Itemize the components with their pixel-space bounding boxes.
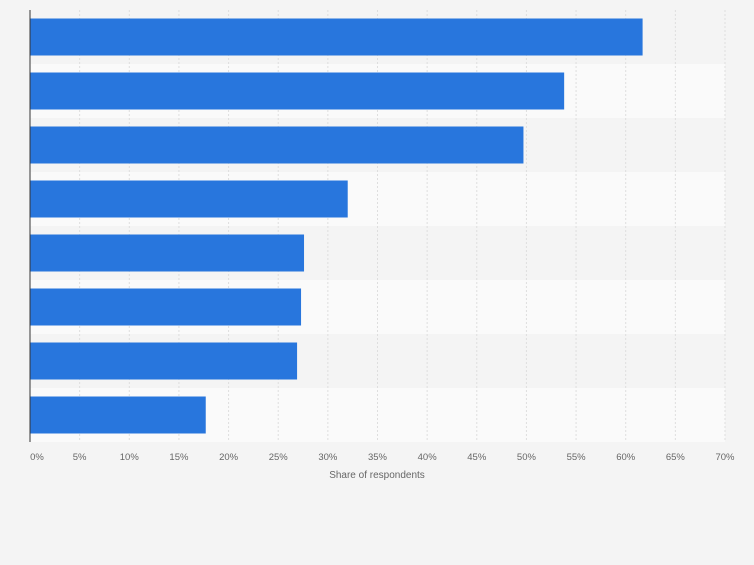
x-tick-label: 0% bbox=[30, 452, 44, 463]
x-tick-label: 50% bbox=[517, 452, 537, 463]
x-tick-label: 35% bbox=[368, 452, 388, 463]
x-tick-label: 20% bbox=[219, 452, 239, 463]
x-axis-label: Share of respondents bbox=[329, 470, 425, 481]
x-tick-label: 60% bbox=[616, 452, 636, 463]
x-tick-label: 5% bbox=[73, 452, 87, 463]
bar bbox=[30, 180, 348, 218]
bar bbox=[30, 396, 206, 434]
x-tick-label: 40% bbox=[418, 452, 438, 463]
bar bbox=[30, 18, 643, 56]
bars bbox=[30, 18, 643, 434]
bar bbox=[30, 288, 302, 326]
x-tick-label: 70% bbox=[715, 452, 735, 463]
bar bbox=[30, 342, 298, 380]
x-tick-label: 10% bbox=[120, 452, 140, 463]
x-tick-label: 30% bbox=[318, 452, 338, 463]
x-tick-label: 45% bbox=[467, 452, 487, 463]
x-axis-tick-labels: 0% 5% 10% 15% 20% 25% 30% 35% 40% 45% 50% 55% 60% 65%… bbox=[30, 452, 735, 463]
x-tick-label: 65% bbox=[666, 452, 686, 463]
x-tick-label: 55% bbox=[567, 452, 587, 463]
bar bbox=[30, 234, 305, 272]
bar bbox=[30, 126, 524, 164]
x-tick-label: 15% bbox=[169, 452, 189, 463]
x-tick-label: 25% bbox=[269, 452, 289, 463]
bar bbox=[30, 72, 565, 110]
